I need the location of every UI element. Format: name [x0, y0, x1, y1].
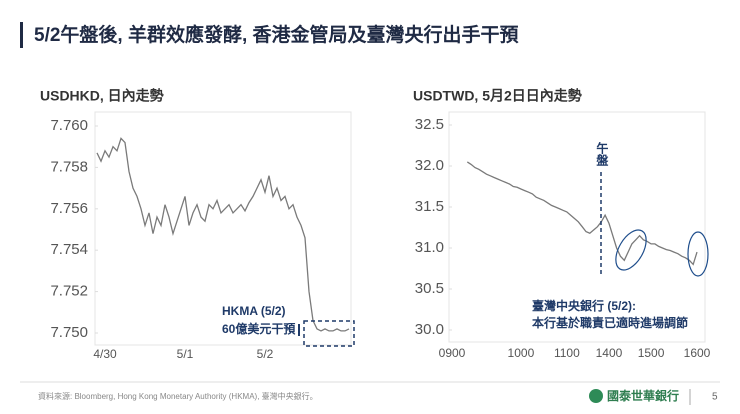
x-tick-label: 1100	[554, 346, 580, 360]
x-tick-label: 0900	[439, 346, 466, 360]
annotation: 本行基於職責已適時進場調節	[532, 315, 688, 330]
plot-frame	[448, 111, 706, 343]
highlight-ellipse	[615, 229, 647, 271]
y-tick-label: 30.5	[415, 280, 444, 297]
x-tick-label: 5/1	[177, 347, 194, 361]
y-tick-label: 32.5	[415, 116, 444, 133]
page-number: 5	[712, 392, 718, 403]
annotation: 臺灣中央銀行 (5/2):	[532, 298, 636, 313]
logo-text: 國泰世華銀行	[607, 388, 679, 403]
annotation: HKMA (5/2)	[222, 304, 286, 318]
y-tick-label: 31.0	[415, 239, 444, 256]
y-tick-label: 32.0	[415, 157, 444, 174]
price-line	[96, 137, 350, 332]
x-tick-label: 5/2	[257, 347, 274, 361]
x-tick-label: 1400	[596, 346, 623, 360]
y-tick-label: 7.750	[50, 324, 88, 341]
plot-frame	[94, 111, 352, 346]
x-tick-label: 4/30	[93, 347, 117, 361]
y-tick-label: 7.760	[50, 117, 88, 134]
annotation: 60億美元干預	[222, 321, 296, 336]
annotation: 午盤	[595, 141, 609, 166]
chart-title: USDTWD, 5月2日日內走勢	[413, 88, 582, 104]
highlight-ellipse	[687, 231, 709, 277]
price-line	[466, 161, 698, 266]
source-note: 資料來源: Bloomberg, Hong Kong Monetary Auth…	[38, 391, 318, 401]
slide-title: 5/2午盤後, 羊群效應發酵, 香港金管局及臺灣央行出手干預	[34, 23, 520, 46]
y-tick-label: 7.754	[50, 241, 88, 258]
x-tick-label: 1000	[508, 346, 535, 360]
x-tick-label: 1500	[638, 346, 665, 360]
y-tick-label: 31.5	[415, 198, 444, 215]
highlight-box	[303, 320, 355, 347]
logo-icon	[589, 389, 603, 403]
y-tick-label: 30.0	[415, 321, 444, 338]
x-tick-label: 1600	[684, 346, 711, 360]
title-bar	[20, 22, 23, 48]
y-tick-label: 7.758	[50, 158, 88, 175]
chart-title: USDHKD, 日內走勢	[40, 88, 164, 104]
y-tick-label: 7.756	[50, 200, 88, 217]
y-tick-label: 7.752	[50, 283, 88, 300]
